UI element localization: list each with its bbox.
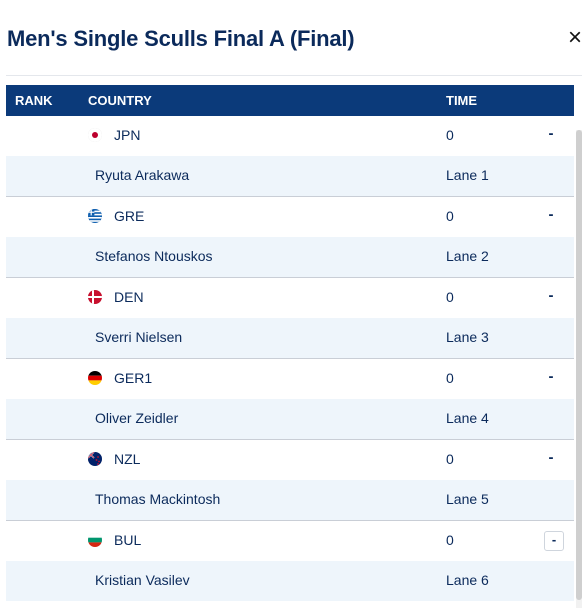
- flag-bul-icon: [88, 533, 102, 547]
- flag-nzl-icon: [88, 452, 102, 466]
- country-cell: GRE: [88, 208, 144, 224]
- athlete-name: Sverri Nielsen: [95, 329, 183, 345]
- collapse-button[interactable]: -: [548, 125, 554, 142]
- header-time: TIME: [446, 93, 478, 108]
- time-value: 0: [446, 451, 454, 467]
- collapse-button[interactable]: -: [544, 531, 564, 551]
- table-row[interactable]: GRE 0 -: [6, 197, 574, 237]
- country-code: GER1: [114, 370, 153, 386]
- lane-value: Lane 2: [446, 248, 489, 264]
- table-row[interactable]: JPN 0 -: [6, 116, 574, 156]
- divider: [6, 75, 582, 76]
- country-cell: NZL: [88, 451, 140, 467]
- header-rank: RANK: [15, 93, 53, 108]
- scrollbar-thumb[interactable]: [576, 130, 582, 600]
- collapse-button[interactable]: -: [548, 287, 554, 304]
- table-header: RANK COUNTRY TIME: [6, 85, 574, 116]
- flag-ger-icon: [88, 371, 102, 385]
- collapse-button[interactable]: -: [548, 206, 554, 223]
- lane-value: Lane 5: [446, 491, 489, 507]
- lane-value: Lane 6: [446, 572, 489, 588]
- time-value: 0: [446, 127, 454, 143]
- time-value: 0: [446, 289, 454, 305]
- table-row[interactable]: BUL 0 -: [6, 521, 574, 561]
- page-title: Men's Single Sculls Final A (Final): [7, 26, 355, 51]
- country-cell: DEN: [88, 289, 144, 305]
- athlete-row: Stefanos Ntouskos Lane 2: [6, 237, 574, 278]
- collapse-button[interactable]: -: [548, 368, 554, 385]
- athlete-name: Kristian Vasilev: [95, 572, 190, 588]
- results-table: RANK COUNTRY TIME JPN 0 - Ryuta Arakawa …: [6, 85, 574, 601]
- athlete-row: Thomas Mackintosh Lane 5: [6, 480, 574, 521]
- table-row[interactable]: NZL 0 -: [6, 440, 574, 480]
- athlete-name: Stefanos Ntouskos: [95, 248, 213, 264]
- athlete-row: Oliver Zeidler Lane 4: [6, 399, 574, 440]
- athlete-row: Ryuta Arakawa Lane 1: [6, 156, 574, 197]
- lane-value: Lane 1: [446, 167, 489, 183]
- time-value: 0: [446, 208, 454, 224]
- country-code: GRE: [114, 208, 145, 224]
- country-cell: GER1: [88, 370, 152, 386]
- flag-jpn-icon: [88, 128, 102, 142]
- close-icon[interactable]: ×: [567, 24, 582, 51]
- flag-gre-icon: [88, 209, 102, 223]
- country-cell: BUL: [88, 532, 141, 548]
- collapse-button[interactable]: -: [548, 449, 554, 466]
- time-value: 0: [446, 370, 454, 386]
- athlete-name: Ryuta Arakawa: [95, 167, 190, 183]
- country-code: DEN: [114, 289, 144, 305]
- lane-value: Lane 3: [446, 329, 489, 345]
- table-row[interactable]: GER1 0 -: [6, 359, 574, 399]
- athlete-row: Kristian Vasilev Lane 6: [6, 561, 574, 601]
- country-code: JPN: [114, 127, 141, 143]
- header-country: COUNTRY: [88, 93, 152, 108]
- athlete-row: Sverri Nielsen Lane 3: [6, 318, 574, 359]
- flag-den-icon: [88, 290, 102, 304]
- country-code: NZL: [114, 451, 141, 467]
- athlete-name: Thomas Mackintosh: [95, 491, 221, 507]
- athlete-name: Oliver Zeidler: [95, 410, 179, 426]
- country-cell: JPN: [88, 127, 140, 143]
- time-value: 0: [446, 532, 454, 548]
- country-code: BUL: [114, 532, 142, 548]
- table-row[interactable]: DEN 0 -: [6, 278, 574, 318]
- lane-value: Lane 4: [446, 410, 489, 426]
